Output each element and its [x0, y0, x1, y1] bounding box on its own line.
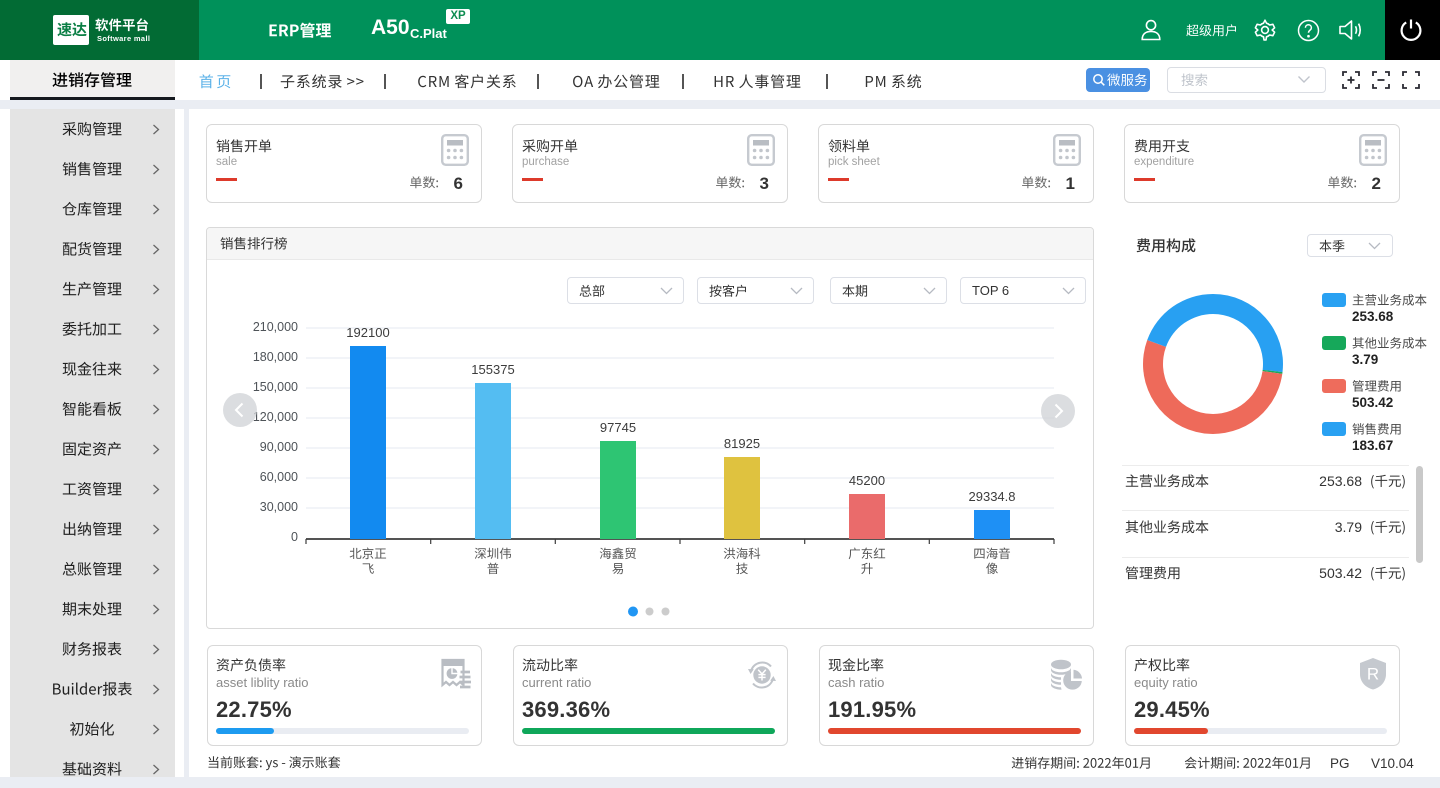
svg-text:R: R — [1367, 665, 1379, 684]
